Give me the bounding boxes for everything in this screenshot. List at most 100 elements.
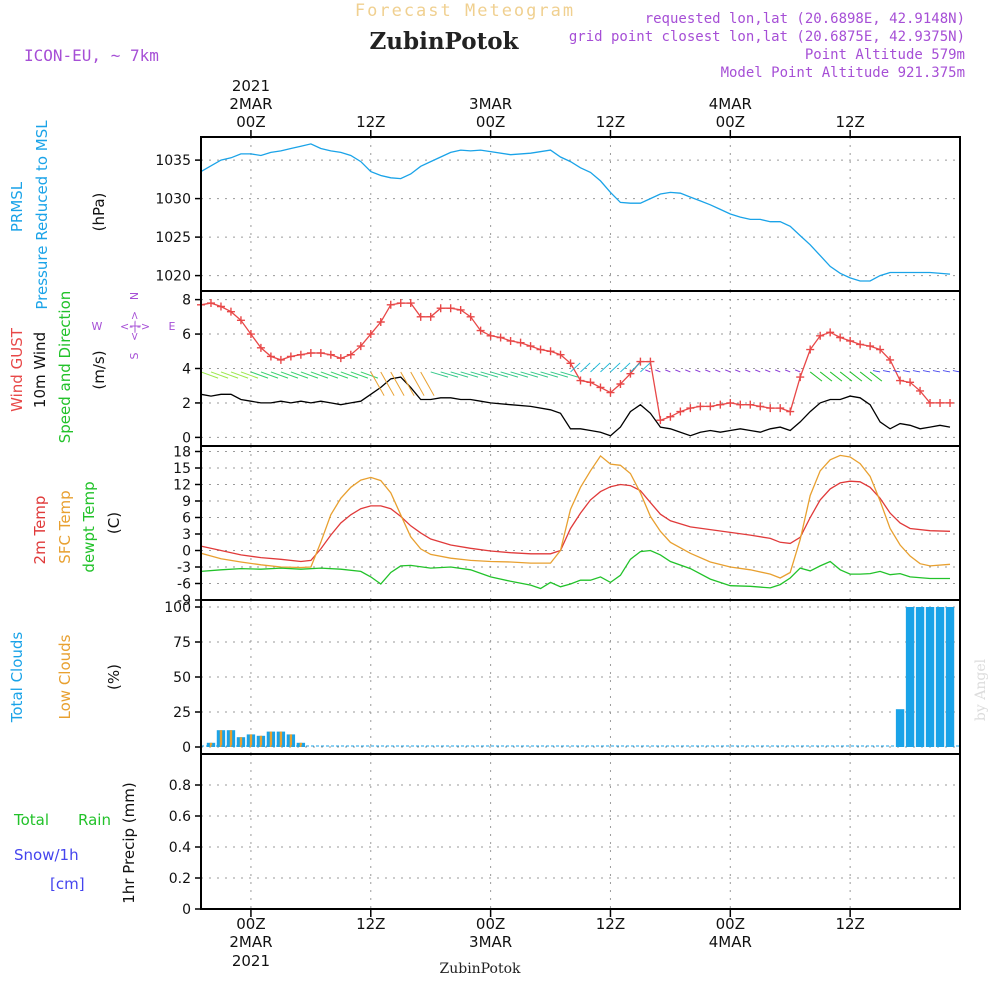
bar-total-clouds bbox=[915, 607, 925, 747]
bar-low-clouds bbox=[259, 735, 263, 747]
bottom-date-label: 4MAR bbox=[709, 933, 752, 951]
bottom-tick-label: 12Z bbox=[596, 915, 625, 933]
gust-marker bbox=[826, 328, 835, 337]
bar-total-clouds bbox=[895, 709, 905, 747]
gust-marker bbox=[456, 305, 465, 314]
gust-marker bbox=[926, 398, 935, 407]
series-sfc-temp bbox=[200, 454, 951, 579]
bar-low-clouds bbox=[249, 734, 253, 747]
gust-marker bbox=[546, 347, 555, 356]
speed-direction-label: Speed and Direction bbox=[56, 291, 74, 444]
wind-arrow bbox=[400, 371, 415, 396]
wind-arrow bbox=[480, 371, 499, 378]
gust-marker bbox=[626, 369, 635, 378]
y-tick-label: 0 bbox=[182, 544, 191, 560]
gust-marker bbox=[556, 350, 565, 359]
gust-marker bbox=[656, 416, 665, 425]
wind-arrow bbox=[360, 371, 379, 379]
wind-arrow bbox=[685, 369, 691, 373]
gust-marker bbox=[846, 336, 855, 345]
gust-marker bbox=[226, 307, 235, 316]
compass-we-arrows: <-|-> bbox=[120, 320, 150, 333]
gust-marker bbox=[266, 352, 275, 361]
gust-marker bbox=[496, 333, 505, 342]
wind-arrow bbox=[675, 369, 681, 373]
bar-low-clouds bbox=[279, 731, 283, 747]
gust-marker bbox=[236, 316, 245, 325]
top-date-label: 2MAR bbox=[229, 95, 272, 113]
series-2m-temp bbox=[200, 480, 951, 563]
wind-arrow bbox=[220, 371, 239, 379]
gust-marker bbox=[856, 340, 865, 349]
gust-marker bbox=[216, 302, 225, 311]
wind-arrow bbox=[470, 371, 489, 378]
gust-marker bbox=[276, 355, 285, 364]
y-tick-label: 1025 bbox=[155, 230, 191, 246]
wind-arrow bbox=[859, 371, 873, 382]
wind-arrow bbox=[520, 371, 539, 378]
compass-west: W bbox=[92, 320, 103, 333]
y-tick-label: 3 bbox=[182, 527, 191, 543]
y-tick-label: 8 bbox=[182, 293, 191, 309]
wind-unit: (m/s) bbox=[90, 350, 108, 389]
wind-arrow bbox=[510, 371, 529, 378]
wind-arrow bbox=[645, 369, 651, 373]
bottom-tick-label: 00Z bbox=[476, 915, 505, 933]
bottom-tick-label: 00Z bbox=[236, 915, 265, 933]
gust-marker bbox=[206, 299, 215, 308]
wind-arrow bbox=[902, 370, 911, 373]
gust-marker bbox=[686, 404, 695, 413]
panels: 102010251030103502468-9-6-30369121518025… bbox=[155, 136, 961, 918]
gust-marker bbox=[866, 342, 875, 351]
wind-arrow bbox=[250, 371, 269, 379]
y-tick-label: 1020 bbox=[155, 269, 191, 285]
top-year-label: 2021 bbox=[232, 77, 270, 95]
y-tick-label: -9 bbox=[177, 593, 191, 609]
top-tick-label: 12Z bbox=[596, 113, 625, 131]
wind-arrow bbox=[872, 370, 881, 373]
gust-marker bbox=[286, 352, 295, 361]
y-tick-label: 50 bbox=[173, 670, 191, 686]
panel-precip: 0 0.2 0.4 0.6 0.8 bbox=[169, 753, 961, 918]
bottom-date-label: 2MAR bbox=[229, 933, 272, 951]
gust-marker bbox=[516, 338, 525, 347]
wind-arrow bbox=[630, 362, 641, 373]
gust-marker bbox=[696, 402, 705, 411]
gust-marker bbox=[476, 326, 485, 335]
wind-arrow bbox=[310, 371, 329, 379]
closest-coords: grid point closest lon,lat (20.6875E, 42… bbox=[569, 29, 965, 45]
bar-low-clouds bbox=[219, 730, 223, 747]
bar-total-clouds bbox=[925, 607, 935, 747]
low-clouds-label: Low Clouds bbox=[56, 634, 74, 719]
gust-marker bbox=[736, 400, 745, 409]
wind-arrow bbox=[300, 371, 319, 379]
wind-arrow bbox=[695, 369, 701, 373]
gust-marker bbox=[666, 412, 675, 421]
wind-arrow bbox=[590, 362, 601, 373]
wind-arrow bbox=[784, 369, 791, 373]
temp-unit: (C) bbox=[105, 512, 123, 534]
wind-arrow bbox=[809, 371, 823, 382]
model-label: ICON-EU, ~ 7km bbox=[24, 46, 159, 65]
wind-arrow bbox=[460, 371, 479, 378]
wind-arrow bbox=[430, 371, 449, 378]
gust-marker bbox=[346, 350, 355, 359]
top-date-label: 3MAR bbox=[469, 95, 512, 113]
y-tick-label: 75 bbox=[173, 635, 191, 651]
wind-arrow bbox=[882, 370, 891, 373]
wind-arrow bbox=[620, 362, 631, 373]
wind-arrow bbox=[849, 371, 863, 382]
y-tick-label: 18 bbox=[173, 445, 191, 461]
wind-arrow bbox=[560, 371, 579, 378]
gust-marker bbox=[646, 357, 655, 366]
y-tick-label: -6 bbox=[177, 577, 191, 593]
gust-marker bbox=[896, 376, 905, 385]
bar-low-clouds bbox=[209, 742, 213, 747]
gust-marker bbox=[566, 359, 575, 368]
y-tick-label: 1030 bbox=[155, 192, 191, 208]
gust-marker bbox=[466, 312, 475, 321]
gust-marker bbox=[816, 331, 825, 340]
y-tick-label: 9 bbox=[182, 494, 191, 510]
y-tick-label: 0.8 bbox=[169, 778, 191, 794]
